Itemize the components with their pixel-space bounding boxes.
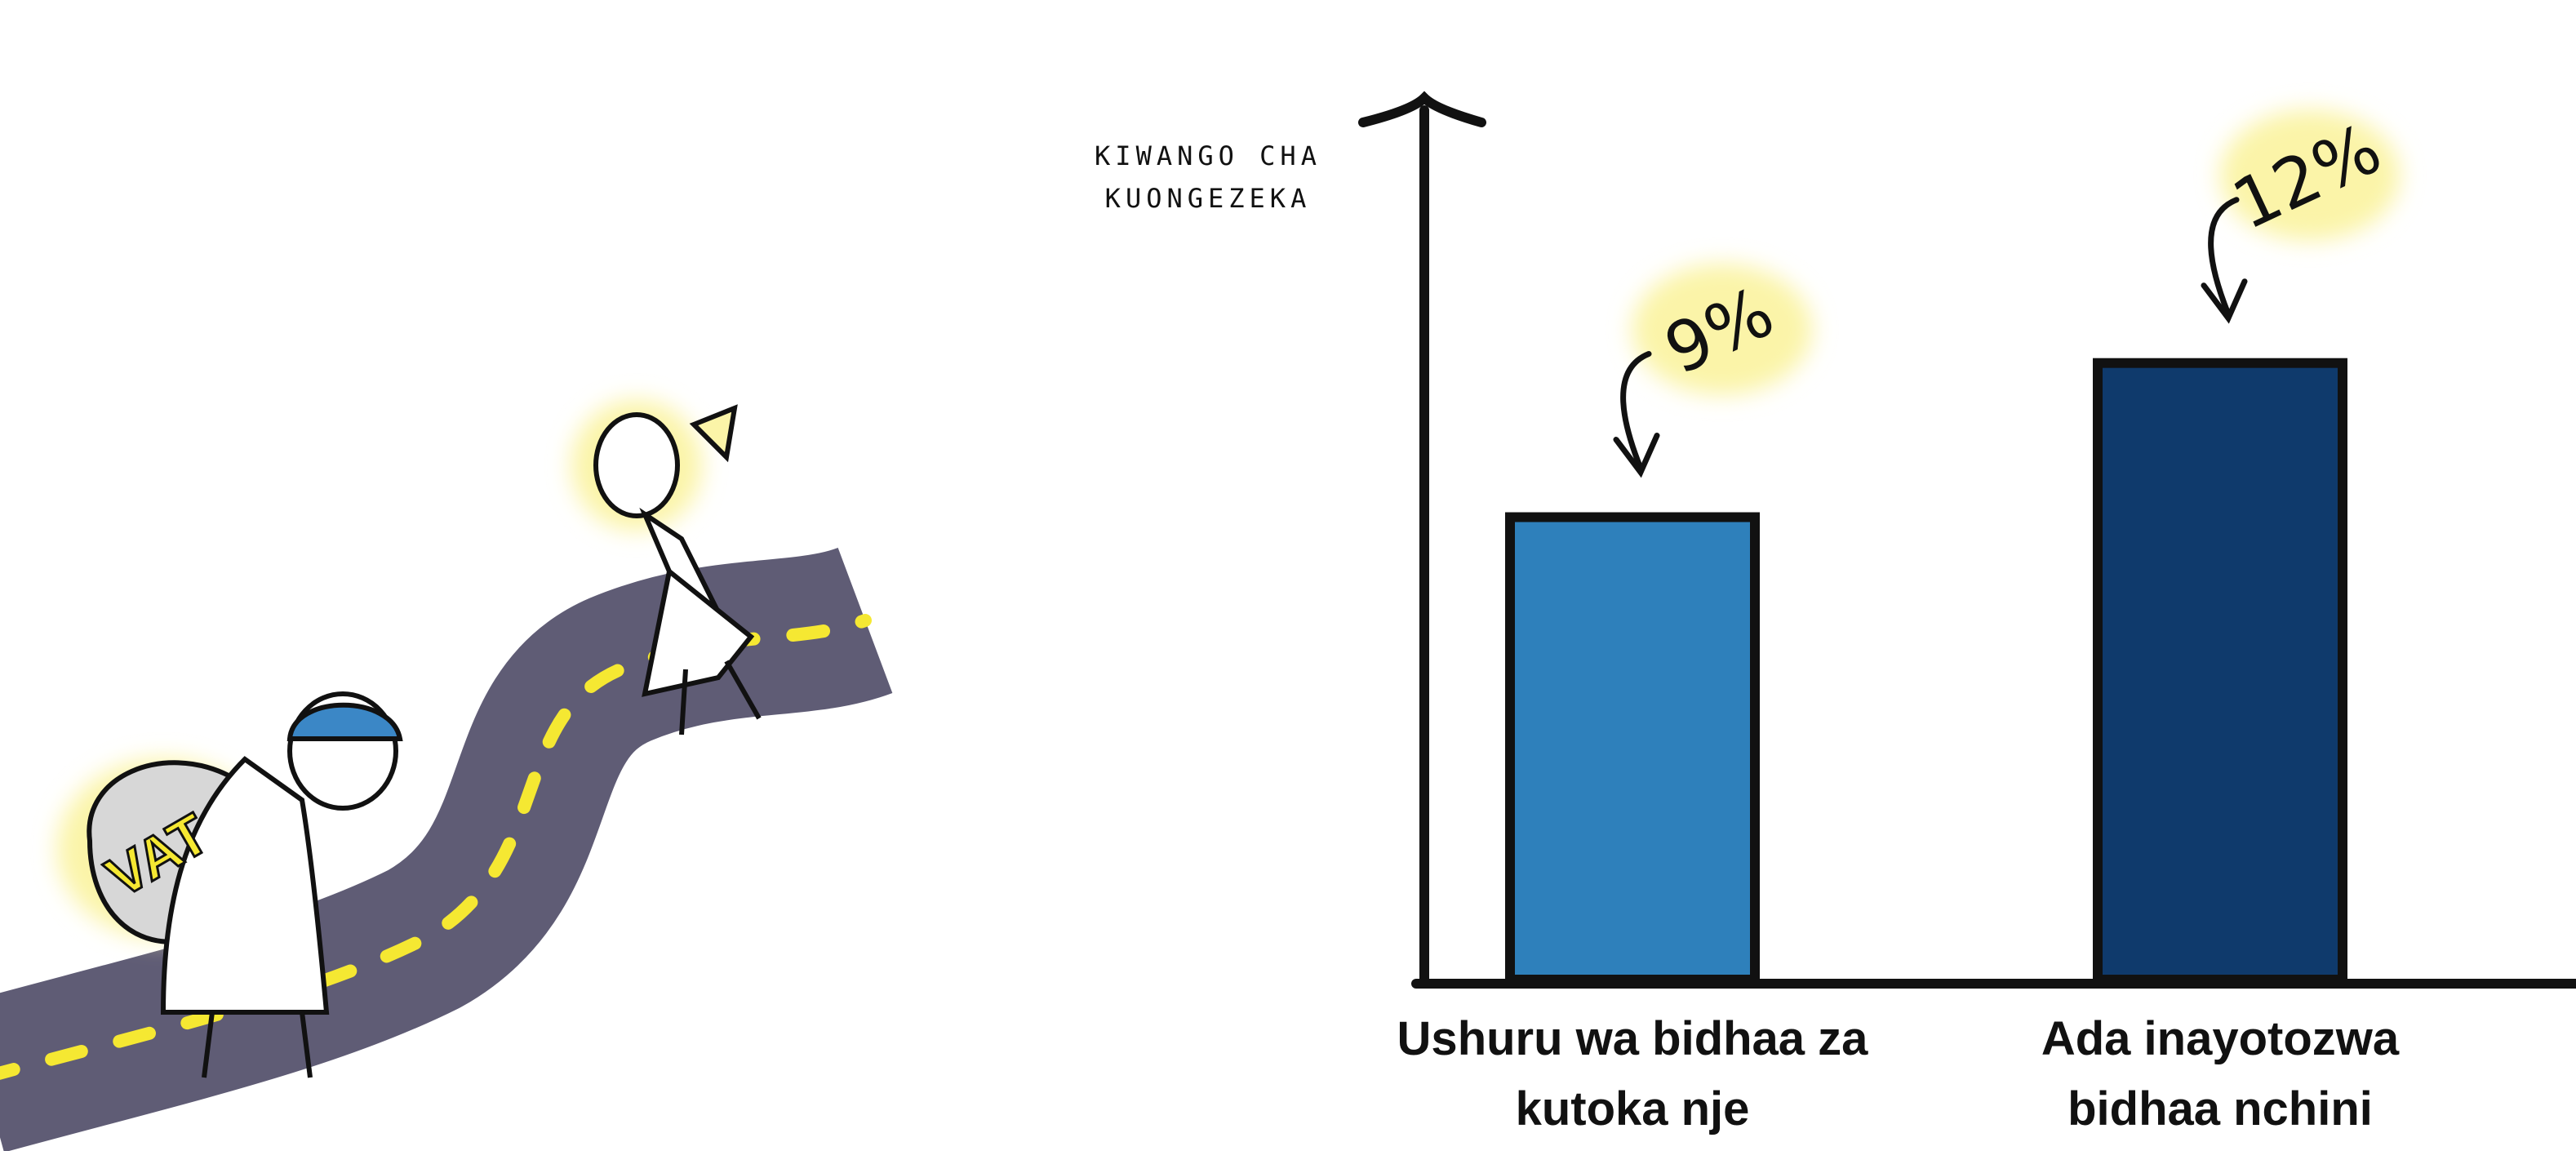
y-axis-label: KIWANGO CHA KUONGEZEKA	[1077, 135, 1339, 220]
x-tick-label: Ada inayotozwa bidhaa nchini	[1992, 1004, 2449, 1144]
page: {"chart_data": {"type": "bar", "y_label"…	[0, 0, 2576, 1151]
bar	[2098, 363, 2343, 980]
illustration	[0, 400, 865, 1078]
x-tick-label: Ushuru wa bidhaa za kutoka nje	[1371, 1004, 1894, 1144]
bar	[1510, 518, 1755, 980]
